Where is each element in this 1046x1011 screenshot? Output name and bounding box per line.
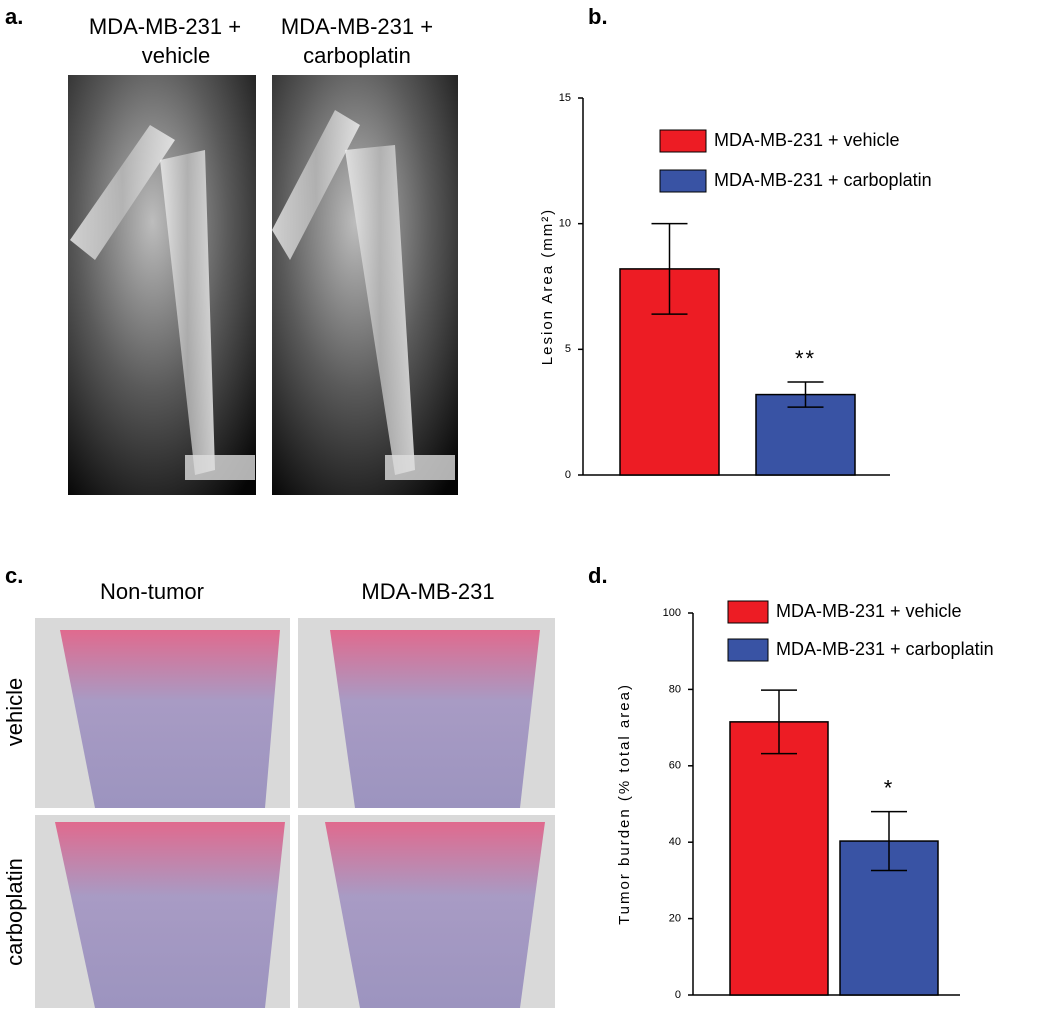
legend-swatch bbox=[727, 638, 769, 662]
y-tick-label: 15 bbox=[559, 92, 571, 104]
legend-label: MDA-MB-231 + vehicle bbox=[776, 601, 962, 621]
row-label: carboplatin bbox=[2, 858, 27, 966]
row-label: vehicle bbox=[2, 678, 27, 746]
y-tick-label: 10 bbox=[559, 218, 571, 230]
histology-image bbox=[298, 618, 555, 808]
y-axis-label: Tumor burden (% total area) bbox=[616, 683, 633, 925]
bar bbox=[755, 393, 856, 476]
y-tick-label: 80 bbox=[669, 683, 681, 695]
image-label: MDA-MB-231 + bbox=[89, 14, 241, 39]
xray-image bbox=[68, 75, 256, 495]
legend-swatch bbox=[659, 169, 707, 193]
xray-image bbox=[272, 75, 458, 495]
y-tick-label: 0 bbox=[565, 469, 571, 481]
legend-swatch bbox=[727, 600, 769, 624]
image-label: vehicle bbox=[142, 43, 210, 68]
column-label: Non-tumor bbox=[100, 579, 204, 604]
y-tick-label: 20 bbox=[669, 913, 681, 925]
panel-label: d. bbox=[588, 563, 608, 588]
y-axis-label: Lesion Area (mm²) bbox=[539, 208, 556, 365]
image-label: MDA-MB-231 + bbox=[281, 14, 433, 39]
bar bbox=[619, 268, 720, 476]
legend-label: MDA-MB-231 + carboplatin bbox=[776, 639, 994, 659]
significance: * bbox=[884, 775, 895, 800]
histology-image bbox=[298, 815, 555, 1008]
bar bbox=[729, 721, 829, 996]
panel-label: b. bbox=[588, 4, 608, 29]
legend-swatch bbox=[659, 129, 707, 153]
y-tick-label: 60 bbox=[669, 760, 681, 772]
y-tick-label: 40 bbox=[669, 836, 681, 848]
significance: ** bbox=[795, 346, 816, 371]
image-label: carboplatin bbox=[303, 43, 411, 68]
y-tick-label: 0 bbox=[675, 989, 681, 1001]
column-label: MDA-MB-231 bbox=[361, 579, 494, 604]
y-tick-label: 100 bbox=[663, 607, 681, 619]
histology-image bbox=[35, 815, 290, 1008]
histology-image bbox=[35, 618, 290, 808]
legend-label: MDA-MB-231 + vehicle bbox=[714, 130, 900, 150]
legend-label: MDA-MB-231 + carboplatin bbox=[714, 170, 932, 190]
panel-label: c. bbox=[5, 563, 23, 588]
y-tick-label: 5 bbox=[565, 343, 571, 355]
panel-label: a. bbox=[5, 4, 23, 29]
